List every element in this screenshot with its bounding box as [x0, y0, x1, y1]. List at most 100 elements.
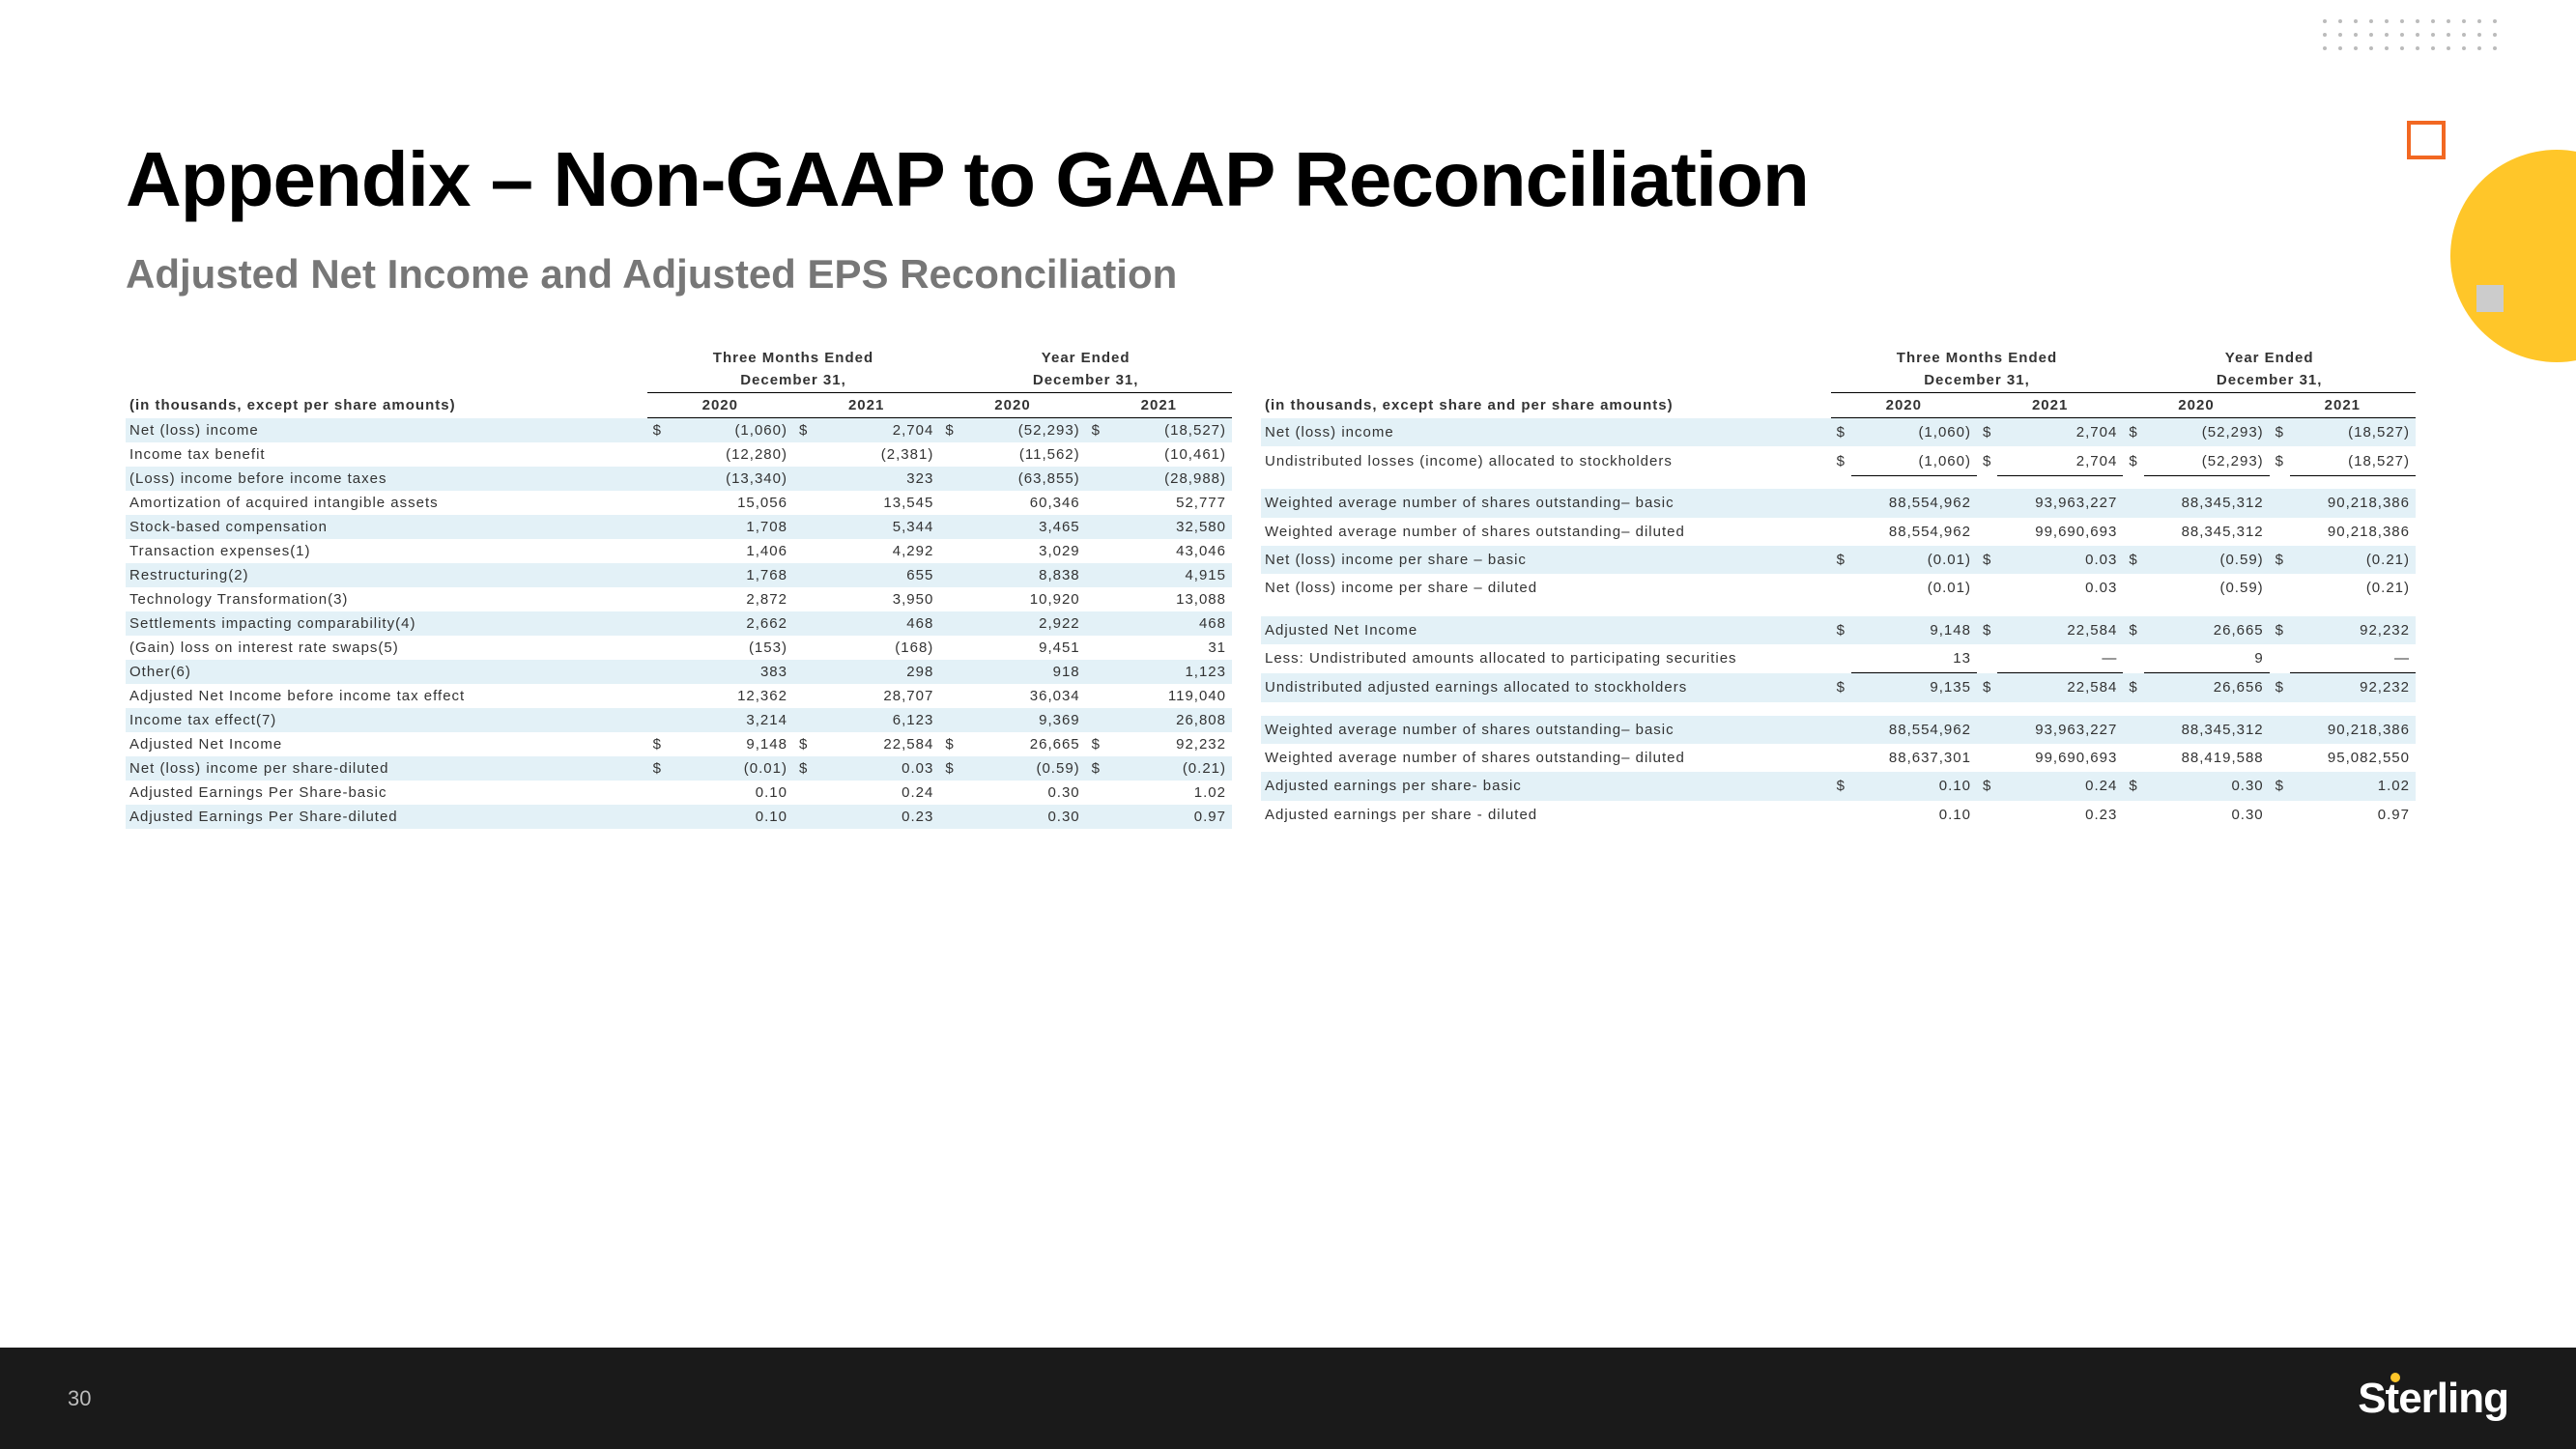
cell-value: 9,148: [668, 732, 793, 756]
currency-symbol: [939, 684, 959, 708]
year-2020: 2020: [647, 393, 793, 418]
cell-value: 3,950: [814, 587, 939, 611]
cell-value: 26,656: [2144, 673, 2270, 702]
currency-symbol: [1086, 587, 1106, 611]
currency-symbol: [1086, 708, 1106, 732]
currency-symbol: [793, 781, 814, 805]
row-label: Stock-based compensation: [126, 515, 647, 539]
table-row: Adjusted Net Income before income tax ef…: [126, 684, 1232, 708]
period-sub-r2: December 31,: [2123, 368, 2416, 393]
currency-symbol: $: [2123, 772, 2143, 800]
table-row: Weighted average number of shares outsta…: [1261, 716, 2416, 744]
currency-symbol: [939, 587, 959, 611]
footer-bar: 30 Sterling: [0, 1348, 2576, 1449]
currency-symbol: $: [1831, 418, 1851, 447]
cell-value: (10,461): [1106, 442, 1232, 467]
cell-value: (11,562): [960, 442, 1086, 467]
currency-symbol: [2123, 744, 2143, 772]
cell-value: —: [1997, 644, 2123, 673]
cell-value: 88,345,312: [2144, 489, 2270, 517]
cell-value: 32,580: [1106, 515, 1232, 539]
cell-value: (63,855): [960, 467, 1086, 491]
cell-value: 4,915: [1106, 563, 1232, 587]
decorative-orange-square: [2407, 121, 2446, 159]
currency-symbol: [1086, 467, 1106, 491]
cell-value: 9,451: [960, 636, 1086, 660]
currency-symbol: [939, 491, 959, 515]
table-row: Technology Transformation(3)2,8723,95010…: [126, 587, 1232, 611]
cell-value: (0.21): [1106, 756, 1232, 781]
currency-symbol: [793, 660, 814, 684]
table-row: Stock-based compensation1,7085,3443,4653…: [126, 515, 1232, 539]
cell-value: (18,527): [1106, 418, 1232, 443]
cell-value: 6,123: [814, 708, 939, 732]
cell-value: (0.59): [2144, 574, 2270, 602]
cell-value: (13,340): [668, 467, 793, 491]
row-label: Income tax benefit: [126, 442, 647, 467]
currency-symbol: [2123, 489, 2143, 517]
cell-value: 323: [814, 467, 939, 491]
cell-value: 1.02: [2290, 772, 2416, 800]
cell-value: (168): [814, 636, 939, 660]
currency-symbol: $: [1086, 756, 1106, 781]
currency-symbol: $: [2123, 616, 2143, 644]
cell-value: (1,060): [1851, 446, 1977, 475]
cell-value: 0.30: [2144, 772, 2270, 800]
cell-value: 119,040: [1106, 684, 1232, 708]
currency-symbol: $: [1831, 546, 1851, 574]
cell-value: (1,060): [668, 418, 793, 443]
cell-value: (0.01): [1851, 574, 1977, 602]
cell-value: (2,381): [814, 442, 939, 467]
row-label: Income tax effect(7): [126, 708, 647, 732]
cell-value: 9,135: [1851, 673, 1977, 702]
cell-value: (1,060): [1851, 418, 1977, 447]
row-label: Weighted average number of shares outsta…: [1261, 489, 1831, 517]
cell-value: 0.30: [960, 781, 1086, 805]
year-2020-rb: 2020: [2123, 393, 2269, 418]
currency-symbol: [2123, 716, 2143, 744]
cell-value: 13: [1851, 644, 1977, 673]
cell-value: 0.97: [1106, 805, 1232, 829]
currency-symbol: [2270, 644, 2290, 673]
currency-symbol: [793, 636, 814, 660]
row-label: Net (loss) income per share – basic: [1261, 546, 1831, 574]
currency-symbol: [1977, 644, 1997, 673]
reconciliation-table-left: Three Months Ended Year Ended December 3…: [126, 346, 1232, 829]
row-label: Adjusted earnings per share - diluted: [1261, 801, 1831, 829]
cell-value: 10,920: [960, 587, 1086, 611]
cell-value: 3,465: [960, 515, 1086, 539]
cell-value: (0.01): [668, 756, 793, 781]
cell-value: 2,662: [668, 611, 793, 636]
cell-value: 0.03: [1997, 574, 2123, 602]
cell-value: 655: [814, 563, 939, 587]
row-label: Amortization of acquired intangible asse…: [126, 491, 647, 515]
decorative-grey-square: [2476, 285, 2504, 312]
cell-value: 95,082,550: [2290, 744, 2416, 772]
currency-symbol: $: [2270, 772, 2290, 800]
currency-symbol: [2123, 801, 2143, 829]
page-number: 30: [68, 1386, 91, 1411]
table-header-right: Three Months Ended Year Ended December 3…: [1261, 346, 2416, 418]
cell-value: (18,527): [2290, 418, 2416, 447]
row-label: Net (loss) income: [126, 418, 647, 443]
currency-symbol: [1086, 563, 1106, 587]
table-units-header: (in thousands, except per share amounts): [126, 393, 647, 418]
cell-value: 43,046: [1106, 539, 1232, 563]
currency-symbol: [793, 539, 814, 563]
currency-symbol: $: [647, 418, 668, 443]
table-row: Income tax effect(7)3,2146,1239,36926,80…: [126, 708, 1232, 732]
cell-value: (12,280): [668, 442, 793, 467]
currency-symbol: $: [1977, 673, 1997, 702]
currency-symbol: [1831, 489, 1851, 517]
reconciliation-table-right: Three Months Ended Year Ended December 3…: [1261, 346, 2416, 829]
currency-symbol: [1977, 716, 1997, 744]
currency-symbol: $: [647, 756, 668, 781]
table-row: Net (loss) income per share – basic$(0.0…: [1261, 546, 2416, 574]
currency-symbol: [2123, 518, 2143, 546]
currency-symbol: [793, 684, 814, 708]
table-row: Weighted average number of shares outsta…: [1261, 518, 2416, 546]
cell-value: 0.24: [1997, 772, 2123, 800]
cell-value: 1,406: [668, 539, 793, 563]
row-label: Transaction expenses(1): [126, 539, 647, 563]
cell-value: 5,344: [814, 515, 939, 539]
